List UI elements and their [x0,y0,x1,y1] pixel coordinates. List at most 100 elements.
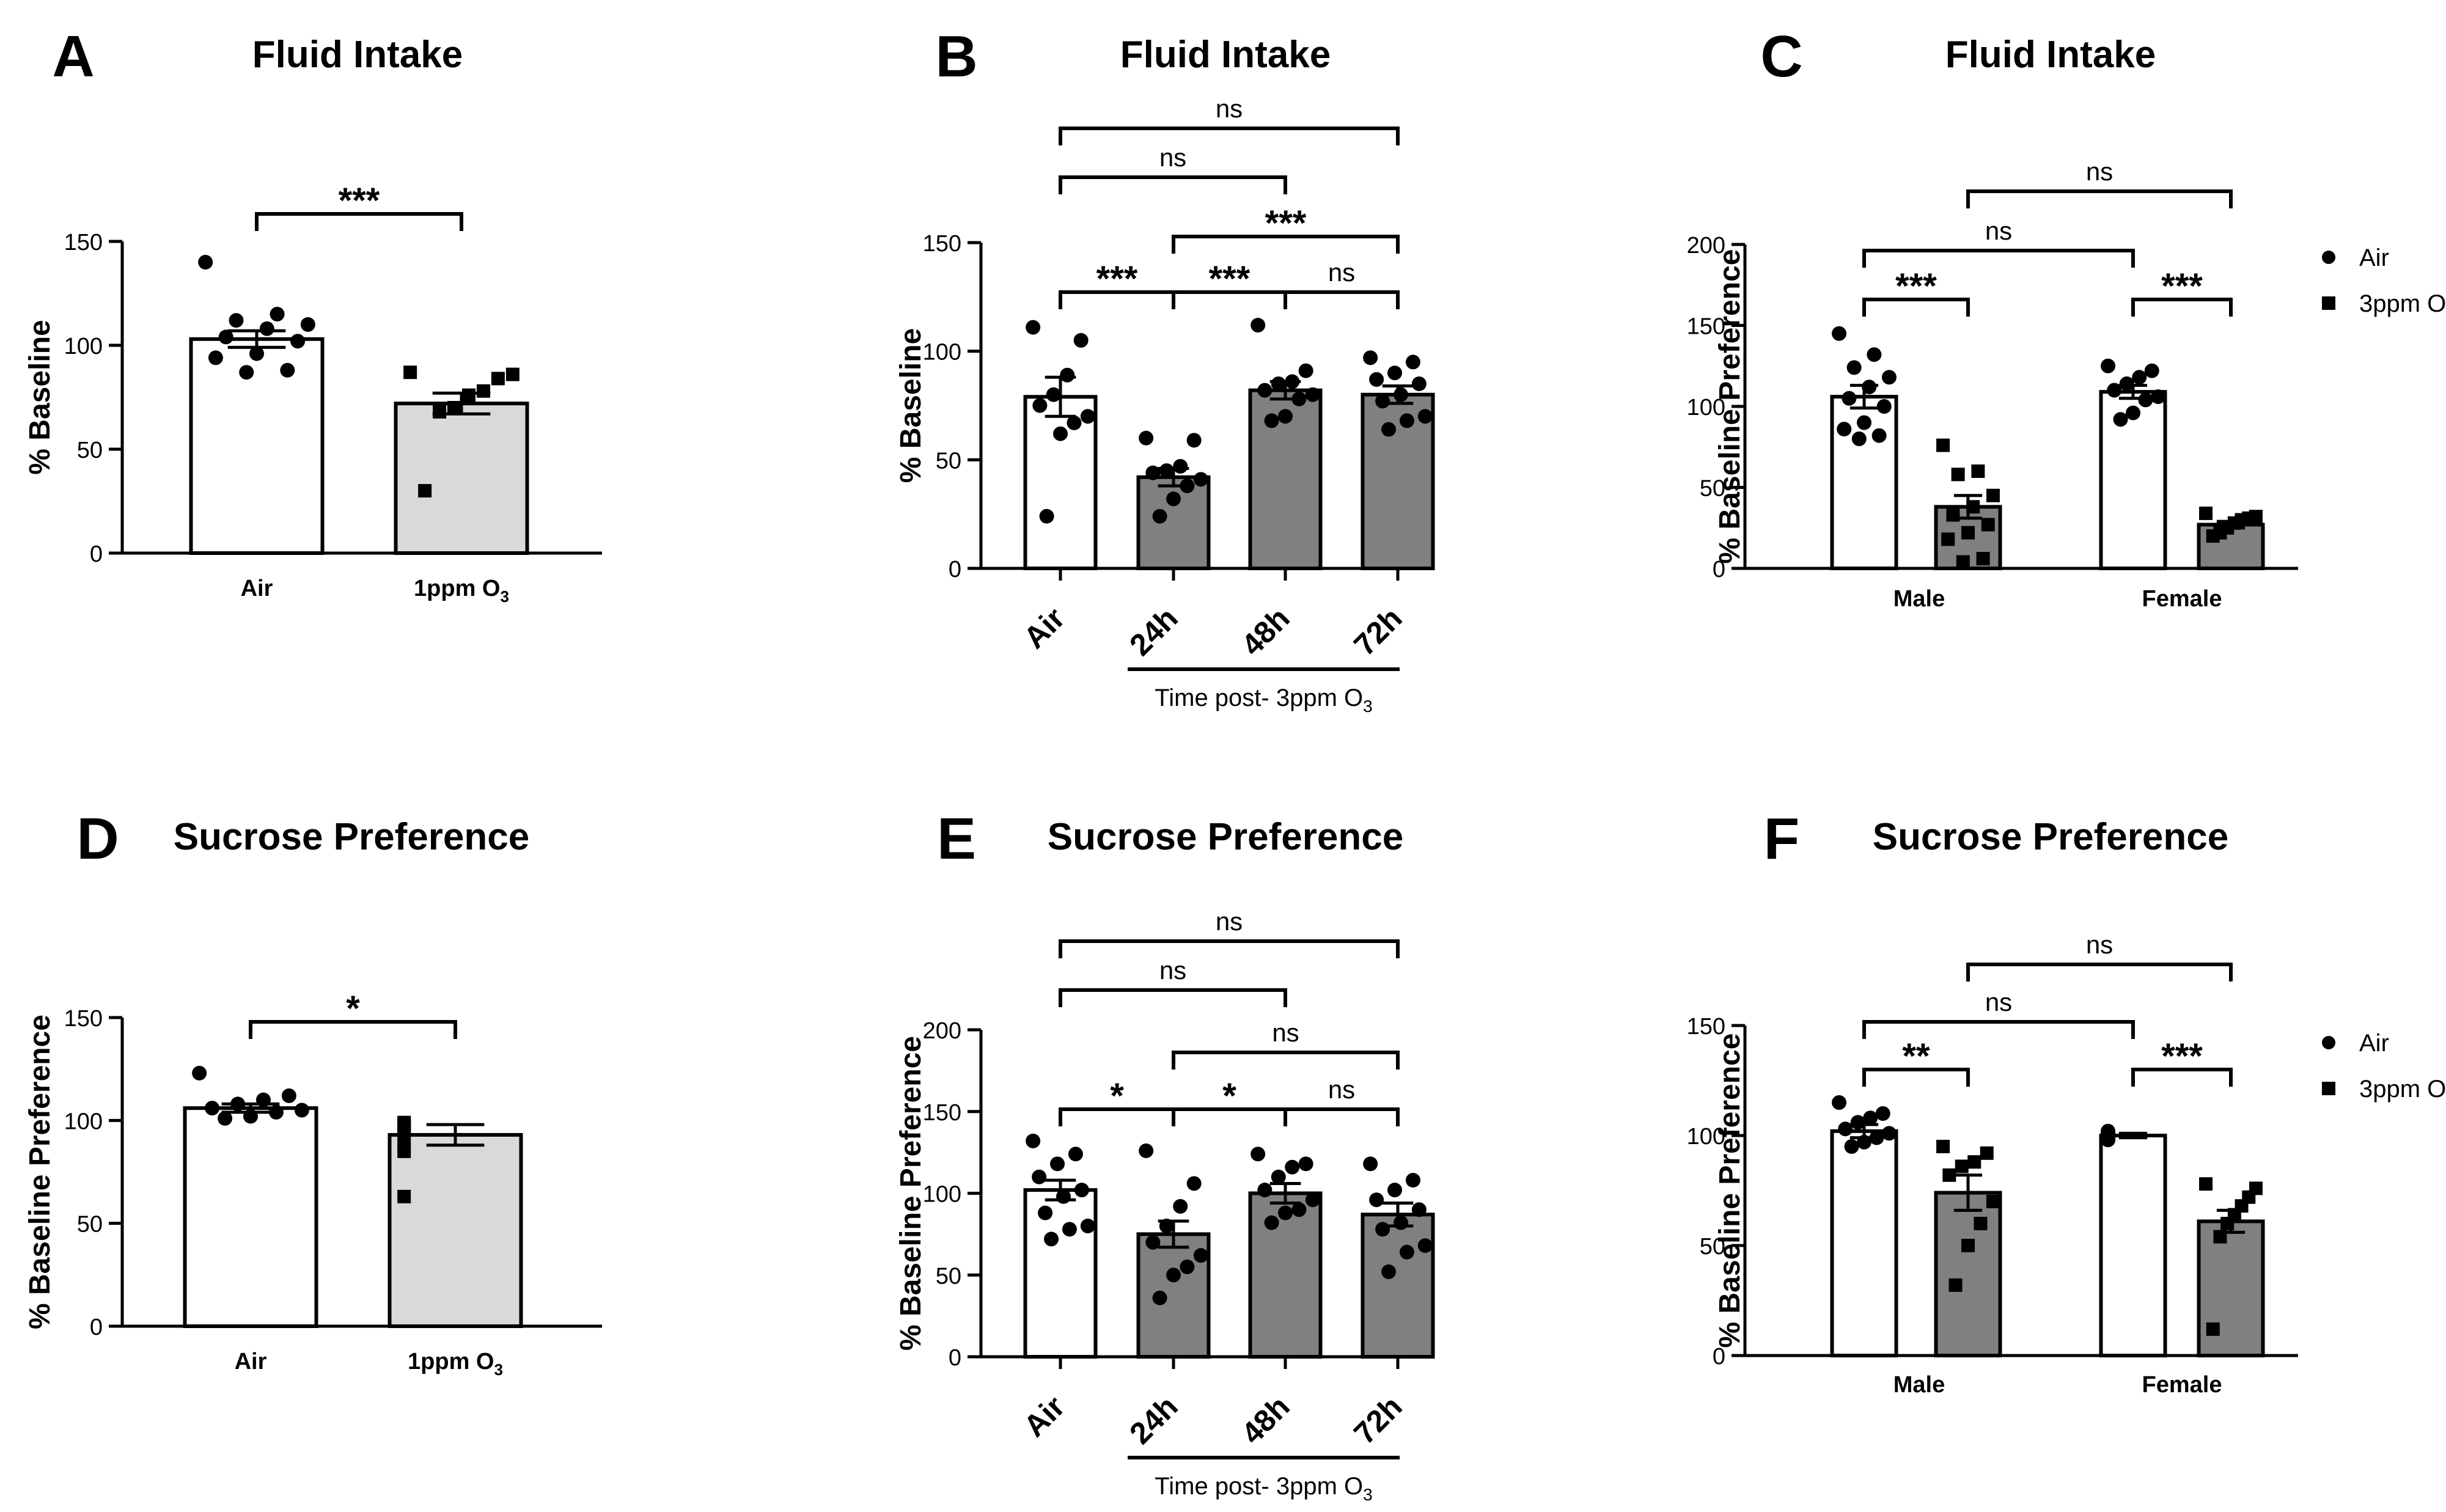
data-point-circle [2132,370,2147,385]
data-point-circle [1857,415,1871,430]
data-point-circle [1842,391,1857,406]
data-point-circle [1060,367,1075,383]
data-point-circle [280,362,295,378]
data-point-circle [255,1092,271,1107]
data-point-circle [192,1065,207,1081]
data-point-circle [1264,413,1279,428]
y-tick-label: 150 [923,231,961,257]
legend-label-text: 3ppm O [2359,1076,2446,1103]
data-point-circle [1080,1219,1095,1233]
data-point-circle [1193,1248,1208,1263]
x-tick-label-main: 1ppm O [408,1349,494,1374]
significance-bracket [1172,1051,1400,1070]
data-point-circle [1032,1169,1047,1184]
data-point-circle [1271,376,1286,391]
significance-bracket [1059,127,1400,145]
significance-label: ns [2086,157,2113,186]
x-tick-label: Air [1017,1389,1071,1444]
significance-bracket [1284,290,1400,309]
y-tick-label: 100 [64,1109,103,1134]
significance-label: *** [1265,204,1307,243]
data-point-circle [1862,380,1877,395]
y-tick-label: 0 [1713,1344,1725,1370]
y-tick-label: 100 [1687,395,1725,420]
y-axis-label: % Baseline Preference [1714,249,1746,564]
data-point-circle [208,350,223,365]
y-tick-label: 150 [64,1006,103,1032]
chart-title: Fluid Intake [1945,34,2156,76]
bar [1361,1213,1435,1359]
data-point-square [1986,488,2000,502]
bar [1830,1129,1898,1358]
data-point-circle [1039,508,1054,524]
x-tick-label: 1ppm O3 [408,1349,503,1379]
data-point-circle [294,1103,309,1118]
data-point-circle [1851,431,1867,446]
data-point-circle [1251,318,1266,333]
data-point-circle [1837,422,1852,437]
significance-bracket [1059,939,1400,958]
data-point-circle [1193,472,1208,487]
data-point-circle [2101,358,2116,373]
data-point-circle [218,1110,233,1126]
chart-title: Sucrose Preference [1873,816,2228,858]
x-tick-label: Female [2142,1372,2222,1398]
data-point-square [461,388,476,402]
significance-label: ns [1328,1075,1355,1104]
data-point-square [1948,1278,1963,1292]
y-tick-label: 0 [90,541,103,567]
bar [1136,475,1211,571]
bar [2099,390,2167,571]
data-point-circle [1417,409,1433,424]
x-tick-label: 1ppm O3 [414,576,509,606]
data-point-square [2199,506,2213,520]
significance-label: *** [1096,259,1138,299]
significance-bracket [1966,963,2233,982]
x-tick-label: 72h [1347,1389,1409,1451]
group-label-subscript: 3 [1363,697,1373,716]
legend-marker-circle [2322,1036,2335,1049]
data-point-circle [1044,1231,1059,1247]
data-point-circle [1369,372,1384,387]
data-point-circle [218,329,233,345]
group-label-text: Time post- 3ppm O [1155,1473,1363,1500]
y-tick-label: 50 [77,438,103,463]
data-point-circle [1298,1156,1313,1172]
x-tick-label-subscript: 3 [494,1360,503,1379]
data-point-circle [2113,412,2128,427]
data-point-circle [1032,398,1048,413]
data-point-circle [259,321,274,336]
data-point-circle [1139,430,1154,446]
significance-label: * [1110,1076,1124,1116]
data-point-circle [1417,1238,1433,1253]
data-point-circle [1080,409,1095,424]
significance-label: *** [2161,266,2203,306]
data-point-circle [1285,1159,1300,1175]
data-point-square [403,365,417,380]
data-point-circle [1363,1156,1378,1172]
significance-bracket [255,212,463,231]
data-point-circle [1387,1183,1403,1198]
group-label-text: Time post- 3ppm O [1155,684,1363,711]
data-point-circle [1375,394,1390,409]
y-tick-label: 0 [1713,557,1725,582]
data-point-circle [1405,1173,1420,1188]
data-point-circle [270,307,285,321]
data-point-circle [2138,392,2153,408]
significance-label: ns [1216,94,1243,123]
data-point-circle [1399,413,1414,428]
panel-letter: A [52,24,94,89]
data-point-square [1946,508,1960,522]
data-point-circle [1399,1244,1414,1260]
data-point-circle [1291,1202,1307,1217]
data-point-circle [1257,1183,1273,1198]
data-point-circle [1271,1169,1286,1184]
data-point-circle [1046,387,1061,402]
data-point-circle [1846,360,1862,375]
data-point-circle [1411,376,1427,391]
data-point-circle [1832,326,1847,341]
data-point-circle [1180,1259,1195,1274]
legend-label: 3ppm O3 [2359,290,2446,321]
data-point-circle [1876,399,1892,414]
y-tick-label: 50 [936,1263,961,1289]
